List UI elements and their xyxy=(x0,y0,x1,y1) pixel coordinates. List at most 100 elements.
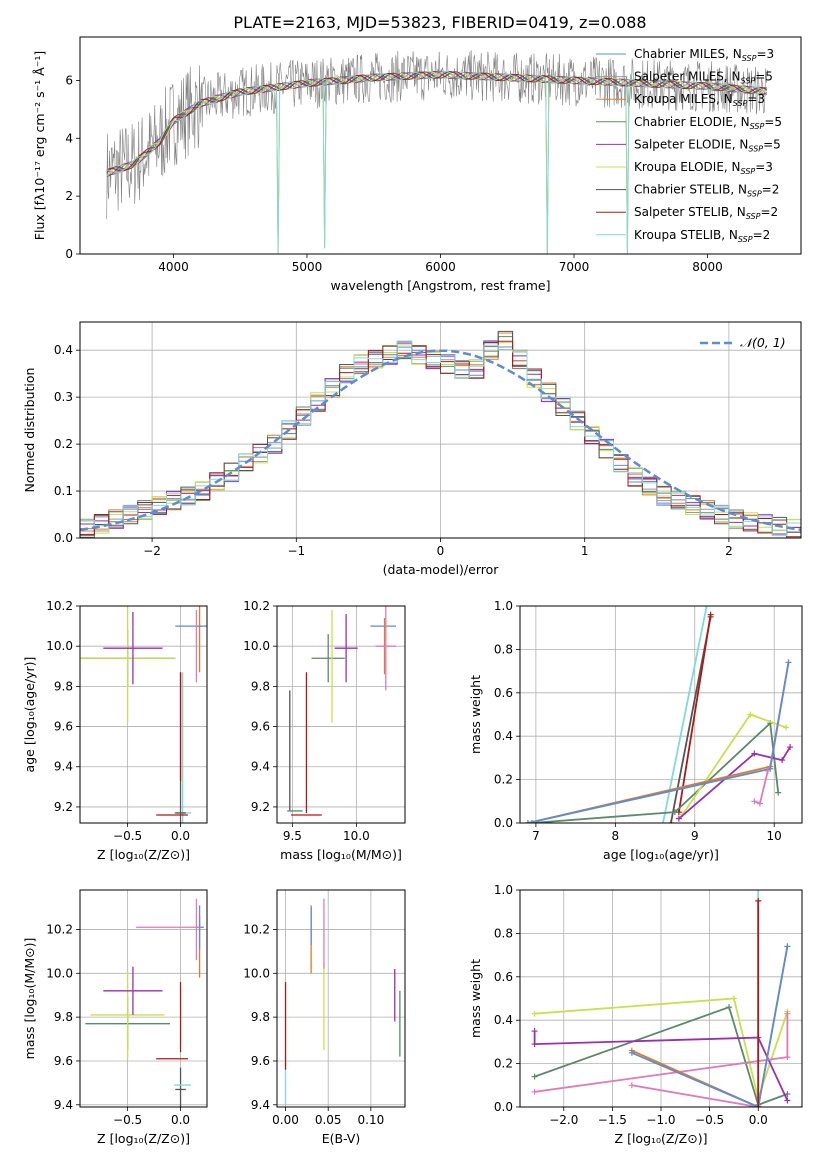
axes-frame xyxy=(276,889,406,1108)
weight-point-marker xyxy=(779,757,786,764)
plot-area xyxy=(284,898,401,1105)
y-tick-label: 9.8 xyxy=(251,1010,270,1024)
y-tick-label: 9.4 xyxy=(54,760,73,774)
weight-point-marker xyxy=(755,1104,762,1107)
weight-point-marker xyxy=(784,1010,791,1017)
weight-point-marker xyxy=(751,798,758,805)
weight-point-marker xyxy=(628,1049,635,1056)
plot-area xyxy=(531,890,791,1107)
weight-point-marker xyxy=(703,606,710,609)
weight-point-marker xyxy=(775,789,782,796)
weight-series-line xyxy=(533,1031,789,1101)
y-tick-label: 0.8 xyxy=(494,642,513,656)
weight-series-line xyxy=(753,770,769,805)
y-axis-label: mass [log₁₀(M/M⊙)] xyxy=(22,938,37,1060)
weight-series-line xyxy=(631,946,789,1107)
y-tick-label: 1.0 xyxy=(494,883,513,897)
weight-series-line xyxy=(678,746,791,820)
x-tick-label: −2.0 xyxy=(549,1113,578,1127)
x-tick-label: −0.5 xyxy=(113,1113,142,1127)
legend-label: Salpeter ELODIE, NSSP=5 xyxy=(634,137,781,153)
legend-label: Kroupa MILES, NSSP=3 xyxy=(634,92,765,108)
y-tick-label: 9.8 xyxy=(251,679,270,693)
axes-frame xyxy=(276,605,406,824)
x-tick-label: −2 xyxy=(143,544,161,558)
x-tick-label: 0.05 xyxy=(315,1113,342,1127)
weight-series-line xyxy=(678,614,712,813)
x-tick-label: 9 xyxy=(691,829,699,843)
x-tick-label: 0 xyxy=(437,544,445,558)
plot-area xyxy=(85,898,204,1107)
weight-point-marker xyxy=(787,744,794,751)
x-tick-label: −0.5 xyxy=(695,1113,724,1127)
y-tick-label: 4 xyxy=(65,131,73,145)
x-tick-label: 7 xyxy=(532,829,540,843)
weight-point-marker xyxy=(531,1028,538,1035)
axes-frame xyxy=(519,889,803,1108)
x-tick-label: 7000 xyxy=(559,260,590,274)
x-axis-label: Z [log₁₀(Z/Z⊙)] xyxy=(97,847,190,862)
y-axis-label: Normed distribution xyxy=(22,368,37,493)
legend-label: Salpeter MILES, NSSP=5 xyxy=(634,70,773,86)
y-tick-label: 10.0 xyxy=(243,966,270,980)
normal-curve-line xyxy=(80,349,801,532)
x-tick-label: 0.0 xyxy=(171,1113,190,1127)
x-tick-label: 8000 xyxy=(692,260,723,274)
mass-vs-metallicity-panel: −0.5 0.0 9.4 9.6 9.8 10.0 10.2 Z [log₁₀(Z/Z⊙)] m… xyxy=(22,889,208,1146)
x-axis-label: (data-model)/error xyxy=(383,562,500,577)
weight-point-marker xyxy=(659,820,666,823)
y-tick-label: 9.6 xyxy=(251,1054,270,1068)
weight-point-marker xyxy=(764,767,771,774)
y-tick-label: 0.4 xyxy=(494,729,513,743)
weight-point-marker xyxy=(528,820,535,823)
weight-point-marker xyxy=(667,820,674,823)
model-spectrum-line xyxy=(106,70,768,177)
y-tick-label: 9.2 xyxy=(54,800,73,814)
y-tick-label: 9.6 xyxy=(54,1054,73,1068)
weight-vs-metallicity-panel: −2.0 −1.5 −1.0 −0.5 0.0 0.0 0.2 0.4 0.6 0.8 1.0 Z [… xyxy=(468,883,803,1146)
weight-point-marker xyxy=(784,1090,791,1097)
weight-point-marker xyxy=(755,890,762,893)
y-tick-label: 0.8 xyxy=(494,926,513,940)
weight-point-marker xyxy=(707,611,714,618)
y-tick-label: 6 xyxy=(65,73,73,87)
y-tick-label: 9.4 xyxy=(54,1098,73,1112)
y-tick-label: 9.8 xyxy=(54,679,73,693)
y-tick-label: 0.6 xyxy=(494,970,513,984)
weight-point-marker xyxy=(751,750,758,757)
legend-label: Chabrier ELODIE, NSSP=5 xyxy=(634,115,782,131)
y-tick-label: 0.4 xyxy=(494,1013,513,1027)
legend-label: Kroupa ELODIE, NSSP=3 xyxy=(634,160,773,176)
plot-area xyxy=(80,606,207,823)
x-tick-label: 0.0 xyxy=(749,1113,768,1127)
y-tick-label: 9.8 xyxy=(54,1010,73,1024)
y-axis-label: mass weight xyxy=(468,959,483,1038)
x-tick-label: 0.0 xyxy=(171,829,190,843)
x-tick-label: 8 xyxy=(612,829,620,843)
y-tick-label: 0.1 xyxy=(54,484,73,498)
legend-label: Salpeter STELIB, NSSP=2 xyxy=(634,205,778,221)
x-tick-label: 9.5 xyxy=(283,829,302,843)
y-tick-label: 9.4 xyxy=(251,760,270,774)
weight-point-marker xyxy=(531,1010,538,1017)
y-tick-label: 0.0 xyxy=(494,816,513,830)
model-spectrum-line xyxy=(106,71,768,254)
y-axis-label: mass weight xyxy=(468,675,483,754)
x-tick-label: −0.5 xyxy=(113,829,142,843)
x-tick-label: 10.0 xyxy=(343,829,370,843)
legend-label: 𝒩(0, 1) xyxy=(740,335,786,350)
y-tick-label: 1.0 xyxy=(494,599,513,613)
x-tick-label: −1.0 xyxy=(646,1113,675,1127)
y-tick-label: 0 xyxy=(65,247,73,261)
y-tick-label: 0.4 xyxy=(54,343,73,357)
weight-point-marker xyxy=(628,1082,635,1089)
weight-point-marker xyxy=(671,809,678,816)
weight-series-line xyxy=(631,1084,759,1107)
y-tick-label: 10.2 xyxy=(46,922,73,936)
model-spectrum-line xyxy=(106,71,767,174)
y-tick-label: 9.2 xyxy=(251,800,270,814)
plot-area xyxy=(80,330,801,538)
x-axis-label: mass [log₁₀(M/M⊙)] xyxy=(280,847,402,862)
weight-series-line xyxy=(534,997,789,1102)
age-vs-mass-panel: 9.5 10.0 9.2 9.4 9.6 9.8 10.0 10.2 mass [log₁₀(M… xyxy=(243,599,406,862)
